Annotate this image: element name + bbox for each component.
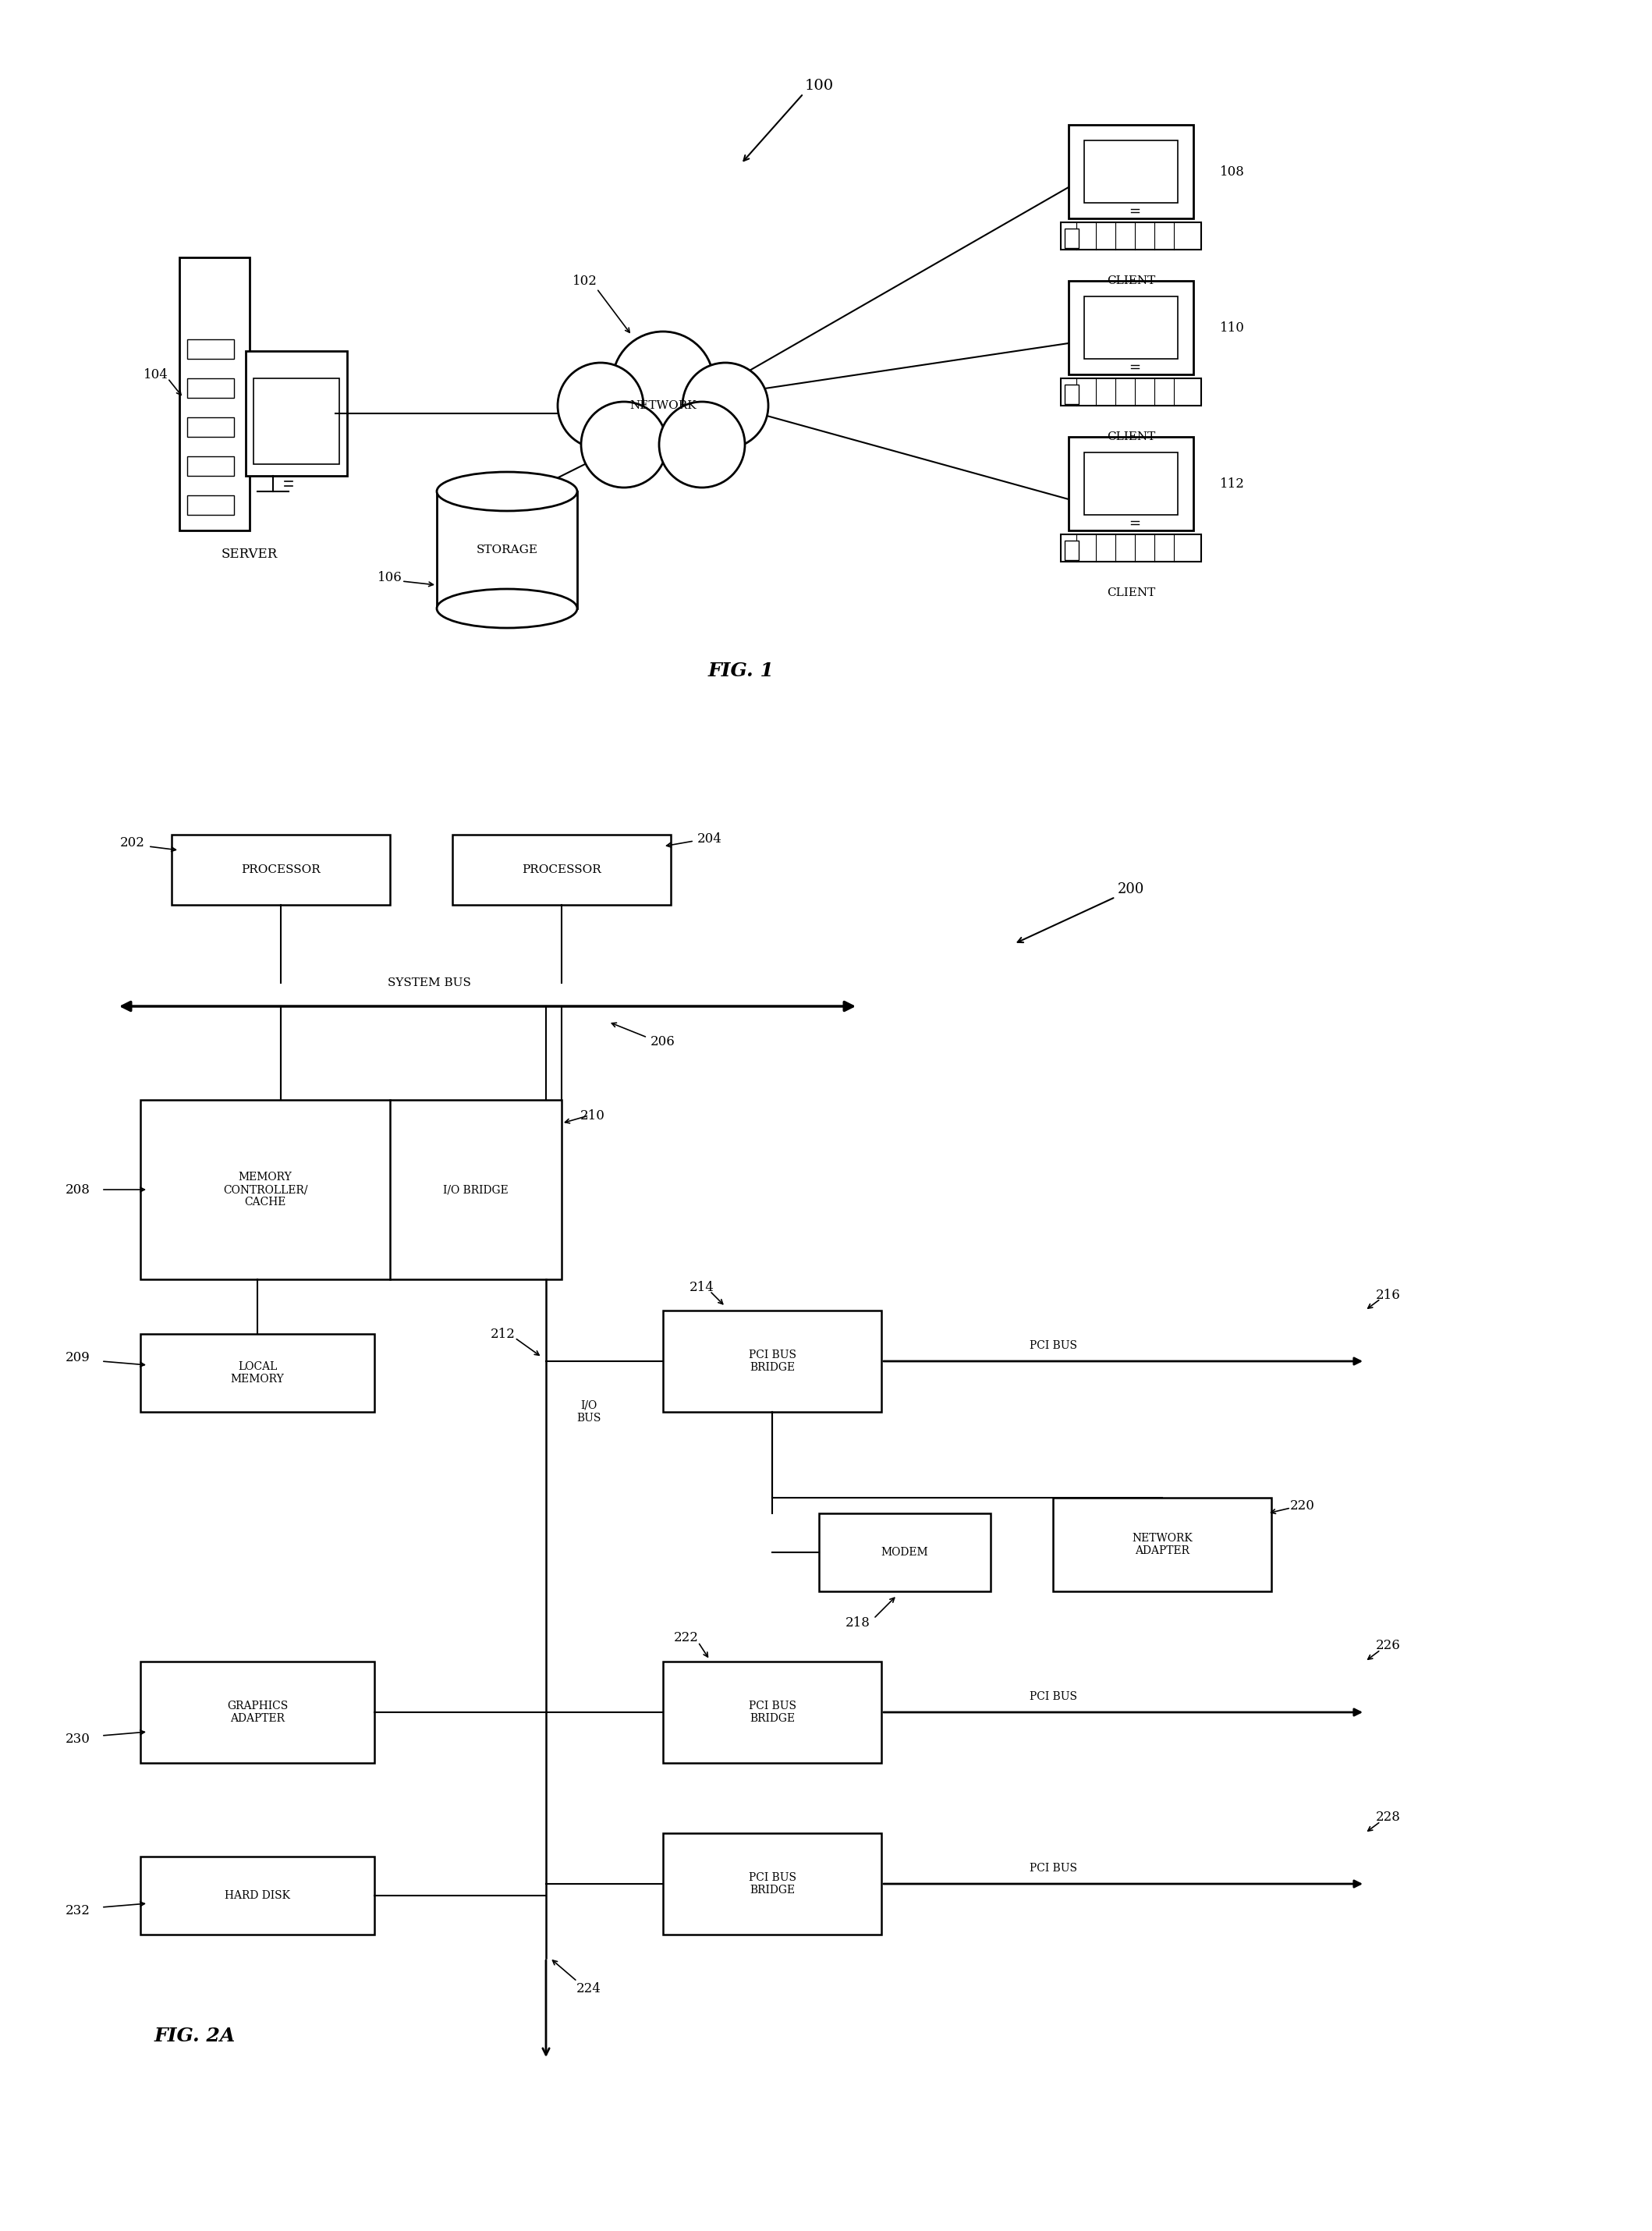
- Ellipse shape: [436, 589, 577, 627]
- Text: 112: 112: [1219, 477, 1246, 491]
- Bar: [1061, 223, 1201, 250]
- Bar: [140, 1100, 562, 1278]
- Text: I/O BRIDGE: I/O BRIDGE: [443, 1185, 509, 1196]
- Circle shape: [613, 332, 714, 433]
- Text: SYSTEM BUS: SYSTEM BUS: [387, 977, 471, 988]
- Text: PCI BUS: PCI BUS: [1029, 1691, 1077, 1702]
- Text: PROCESSOR: PROCESSOR: [241, 863, 320, 875]
- Bar: [187, 495, 235, 515]
- Circle shape: [659, 402, 745, 489]
- Bar: [436, 491, 577, 609]
- Bar: [1069, 437, 1193, 531]
- Bar: [1084, 297, 1178, 359]
- Text: 204: 204: [697, 832, 722, 846]
- Text: 104: 104: [144, 368, 169, 382]
- Text: CLIENT: CLIENT: [1107, 274, 1155, 286]
- Text: CLIENT: CLIENT: [1107, 587, 1155, 598]
- Text: GRAPHICS
ADAPTER: GRAPHICS ADAPTER: [226, 1700, 287, 1725]
- Text: PCI BUS
BRIDGE: PCI BUS BRIDGE: [748, 1872, 796, 1896]
- Bar: [187, 379, 235, 397]
- Bar: [140, 1662, 375, 1762]
- Bar: [1064, 228, 1079, 248]
- Text: LOCAL
MEMORY: LOCAL MEMORY: [231, 1361, 284, 1385]
- Bar: [172, 834, 390, 906]
- Bar: [662, 1310, 882, 1412]
- Bar: [1069, 281, 1193, 375]
- Text: MODEM: MODEM: [881, 1546, 928, 1557]
- Text: PCI BUS: PCI BUS: [1029, 1341, 1077, 1352]
- Text: 222: 222: [674, 1631, 699, 1644]
- Text: PCI BUS
BRIDGE: PCI BUS BRIDGE: [748, 1350, 796, 1372]
- Text: 216: 216: [1376, 1287, 1401, 1301]
- Bar: [1069, 125, 1193, 219]
- Text: 106: 106: [378, 571, 403, 585]
- Bar: [1084, 141, 1178, 203]
- Text: 224: 224: [577, 1983, 601, 1997]
- Bar: [662, 1662, 882, 1762]
- Circle shape: [682, 364, 768, 448]
- Text: 110: 110: [1219, 321, 1246, 335]
- Text: 210: 210: [580, 1109, 605, 1122]
- Text: 102: 102: [573, 274, 598, 288]
- Text: 200: 200: [1117, 881, 1145, 897]
- Bar: [140, 1856, 375, 1934]
- Text: 208: 208: [66, 1182, 91, 1196]
- Text: 230: 230: [66, 1733, 91, 1747]
- Ellipse shape: [436, 473, 577, 511]
- Bar: [187, 457, 235, 475]
- Text: 228: 228: [1376, 1812, 1401, 1825]
- Text: HARD DISK: HARD DISK: [225, 1890, 291, 1901]
- Circle shape: [582, 402, 667, 489]
- Text: 212: 212: [491, 1327, 515, 1341]
- Text: 214: 214: [689, 1281, 714, 1294]
- Bar: [180, 257, 249, 531]
- Text: PCI BUS
BRIDGE: PCI BUS BRIDGE: [748, 1700, 796, 1725]
- Bar: [187, 339, 235, 359]
- Circle shape: [558, 364, 644, 448]
- Text: PCI BUS: PCI BUS: [1029, 1863, 1077, 1874]
- Bar: [1061, 535, 1201, 562]
- Text: STORAGE: STORAGE: [476, 544, 539, 556]
- Bar: [253, 379, 339, 464]
- Bar: [1084, 453, 1178, 515]
- Text: 232: 232: [66, 1905, 91, 1919]
- Bar: [662, 1834, 882, 1934]
- Text: 206: 206: [651, 1035, 676, 1049]
- Text: FIG. 2A: FIG. 2A: [154, 2026, 236, 2046]
- Text: 202: 202: [121, 837, 145, 850]
- Bar: [187, 417, 235, 437]
- Text: 209: 209: [66, 1350, 91, 1363]
- Text: FIG. 1: FIG. 1: [707, 663, 775, 680]
- Bar: [1064, 384, 1079, 404]
- Text: SERVER: SERVER: [221, 547, 278, 560]
- Text: 108: 108: [1219, 165, 1246, 178]
- Text: NETWORK: NETWORK: [629, 399, 697, 411]
- Bar: [140, 1334, 375, 1412]
- Bar: [819, 1513, 991, 1591]
- Text: CLIENT: CLIENT: [1107, 431, 1155, 442]
- Text: 220: 220: [1290, 1499, 1315, 1513]
- Bar: [1064, 540, 1079, 560]
- Bar: [1052, 1497, 1272, 1591]
- Text: 100: 100: [805, 78, 834, 94]
- Text: 226: 226: [1376, 1640, 1401, 1653]
- Bar: [246, 350, 347, 475]
- Text: NETWORK
ADAPTER: NETWORK ADAPTER: [1132, 1533, 1193, 1557]
- Text: MEMORY
CONTROLLER/
CACHE: MEMORY CONTROLLER/ CACHE: [223, 1171, 307, 1207]
- Text: I/O
BUS: I/O BUS: [577, 1401, 601, 1423]
- Text: 218: 218: [846, 1615, 871, 1629]
- Bar: [1061, 379, 1201, 406]
- Text: PROCESSOR: PROCESSOR: [522, 863, 601, 875]
- Bar: [453, 834, 671, 906]
